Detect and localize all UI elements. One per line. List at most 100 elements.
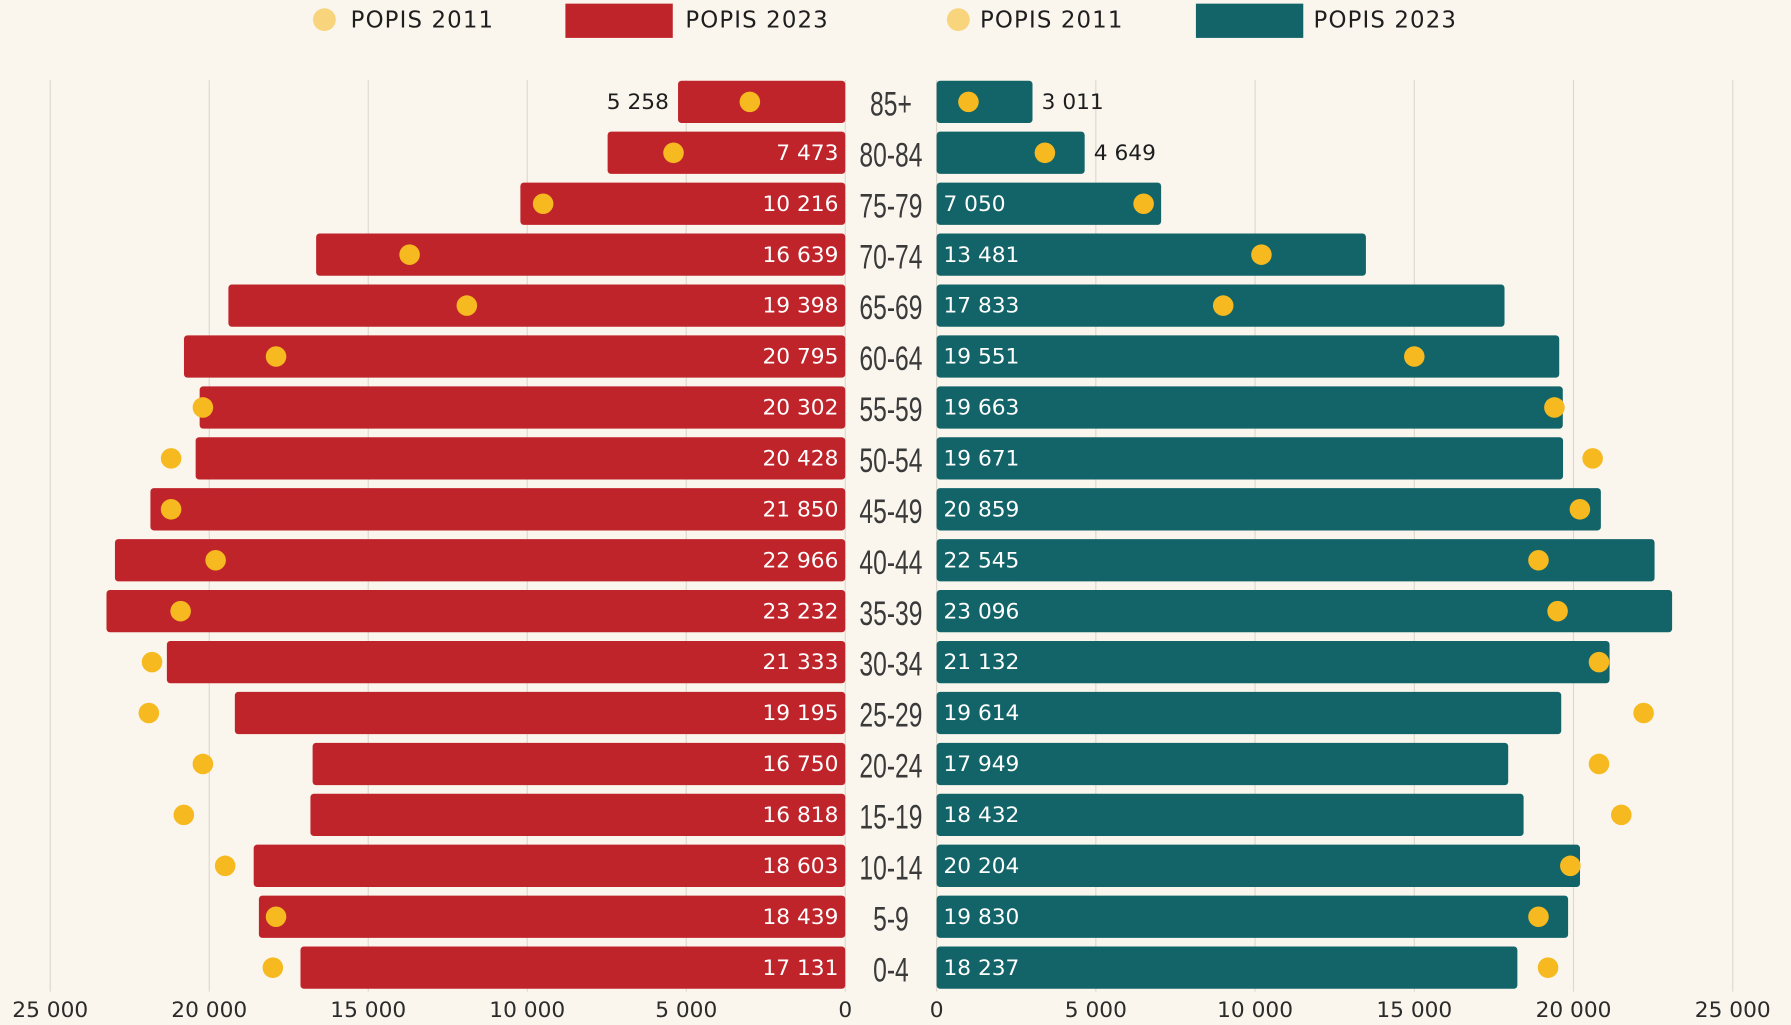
dot — [262, 957, 284, 978]
dot — [399, 244, 420, 265]
legend: POPIS 2011 POPIS 2023 POPIS 2011 POPIS 2023 — [312, 3, 1458, 38]
dot — [663, 142, 684, 164]
value-label: 4 649 — [1094, 141, 1156, 166]
value-label: 18 439 — [762, 905, 838, 930]
category-group: 10-14 — [859, 850, 922, 888]
bar — [678, 80, 846, 124]
category-group: 25-29 — [859, 697, 922, 735]
dot — [1212, 295, 1234, 316]
dot — [205, 549, 226, 571]
value-label: 16 639 — [762, 243, 838, 268]
category-label: 0-4 — [873, 951, 909, 989]
dot — [160, 448, 182, 469]
value-label: 18 237 — [943, 956, 1019, 981]
bar — [195, 437, 846, 480]
x-tick-label: 25 000 — [1695, 998, 1771, 1023]
category-group: 80-84 — [859, 137, 922, 175]
bar — [936, 233, 1366, 276]
value-label: 21 132 — [943, 650, 1019, 675]
bar — [936, 182, 1162, 225]
value-label: 20 428 — [762, 447, 838, 472]
value-label: 16 818 — [762, 803, 838, 828]
category-group: 45-49 — [859, 493, 922, 531]
dot — [173, 804, 195, 826]
legend-swatch — [946, 8, 970, 32]
bar — [936, 691, 1562, 735]
value-label: 17 131 — [762, 956, 838, 981]
x-tick-label: 20 000 — [171, 998, 247, 1023]
value-label: 19 195 — [762, 701, 838, 726]
category-group: 20-24 — [859, 748, 922, 786]
bar — [936, 844, 1581, 887]
value-label: 20 859 — [943, 497, 1019, 522]
bar — [300, 946, 846, 989]
category-label: 85+ — [870, 86, 912, 124]
bar — [199, 386, 846, 429]
x-tick-label: 0 — [930, 998, 944, 1023]
category-label: 20-24 — [859, 748, 922, 786]
category-label: 80-84 — [859, 137, 922, 175]
category-group: 40-44 — [859, 544, 922, 582]
dot — [170, 600, 191, 622]
dot — [1528, 906, 1549, 928]
bar — [936, 895, 1569, 938]
x-tick-label: 5 000 — [655, 998, 717, 1023]
bar — [936, 590, 1673, 633]
category-label: 40-44 — [859, 544, 922, 582]
value-label: 16 750 — [762, 752, 838, 777]
dot — [138, 702, 160, 724]
dot — [1560, 855, 1581, 877]
x-tick-label: 25 000 — [12, 998, 88, 1023]
bar — [936, 335, 1560, 378]
category-label: 25-29 — [859, 697, 922, 735]
value-label: 17 949 — [943, 752, 1019, 777]
category-label: 70-74 — [859, 238, 922, 276]
legend-swatch — [312, 8, 336, 32]
bar — [936, 640, 1610, 684]
category-label: 35-39 — [859, 595, 922, 633]
legend-label: POPIS 2023 — [685, 7, 829, 33]
bar — [316, 233, 846, 276]
dot — [1133, 193, 1154, 215]
value-label: 20 302 — [762, 396, 838, 421]
dot — [532, 193, 554, 215]
bar — [936, 80, 1033, 124]
dot — [265, 906, 287, 928]
value-label: 19 663 — [943, 396, 1019, 421]
value-label: 21 333 — [762, 650, 838, 675]
bar — [258, 895, 846, 938]
category-label: 60-64 — [859, 340, 922, 378]
value-label: 19 551 — [943, 345, 1019, 370]
category-label: 15-19 — [859, 799, 922, 837]
bar — [253, 844, 846, 887]
category-label: 45-49 — [859, 493, 922, 531]
x-tick-label: 15 000 — [330, 998, 406, 1023]
x-tick-label: 10 000 — [489, 998, 565, 1023]
dot — [1588, 651, 1610, 673]
legend-label: POPIS 2011 — [351, 7, 495, 33]
bar — [936, 386, 1563, 429]
bar — [106, 590, 846, 633]
legend-label: POPIS 2023 — [1314, 7, 1458, 33]
value-label: 19 398 — [762, 294, 838, 319]
legend-label: POPIS 2011 — [980, 7, 1123, 33]
legend-swatch — [1195, 3, 1304, 38]
value-label: 19 671 — [943, 447, 1019, 472]
category-label: 10-14 — [859, 850, 922, 888]
bar — [936, 793, 1524, 837]
value-label: 13 481 — [943, 243, 1019, 268]
category-group: 0-4 — [873, 951, 909, 989]
dot — [265, 346, 287, 367]
value-label: 19 830 — [943, 905, 1019, 930]
dot — [160, 499, 182, 520]
category-label: 50-54 — [859, 442, 922, 480]
value-label: 23 096 — [943, 599, 1019, 624]
category-group: 70-74 — [859, 238, 922, 276]
dot — [1404, 346, 1425, 367]
value-label: 21 850 — [762, 497, 838, 522]
value-label: 20 795 — [762, 345, 838, 370]
dot — [739, 91, 761, 113]
category-label: 30-34 — [859, 646, 922, 684]
dot — [1611, 804, 1632, 826]
category-group: 5-9 — [873, 901, 909, 939]
